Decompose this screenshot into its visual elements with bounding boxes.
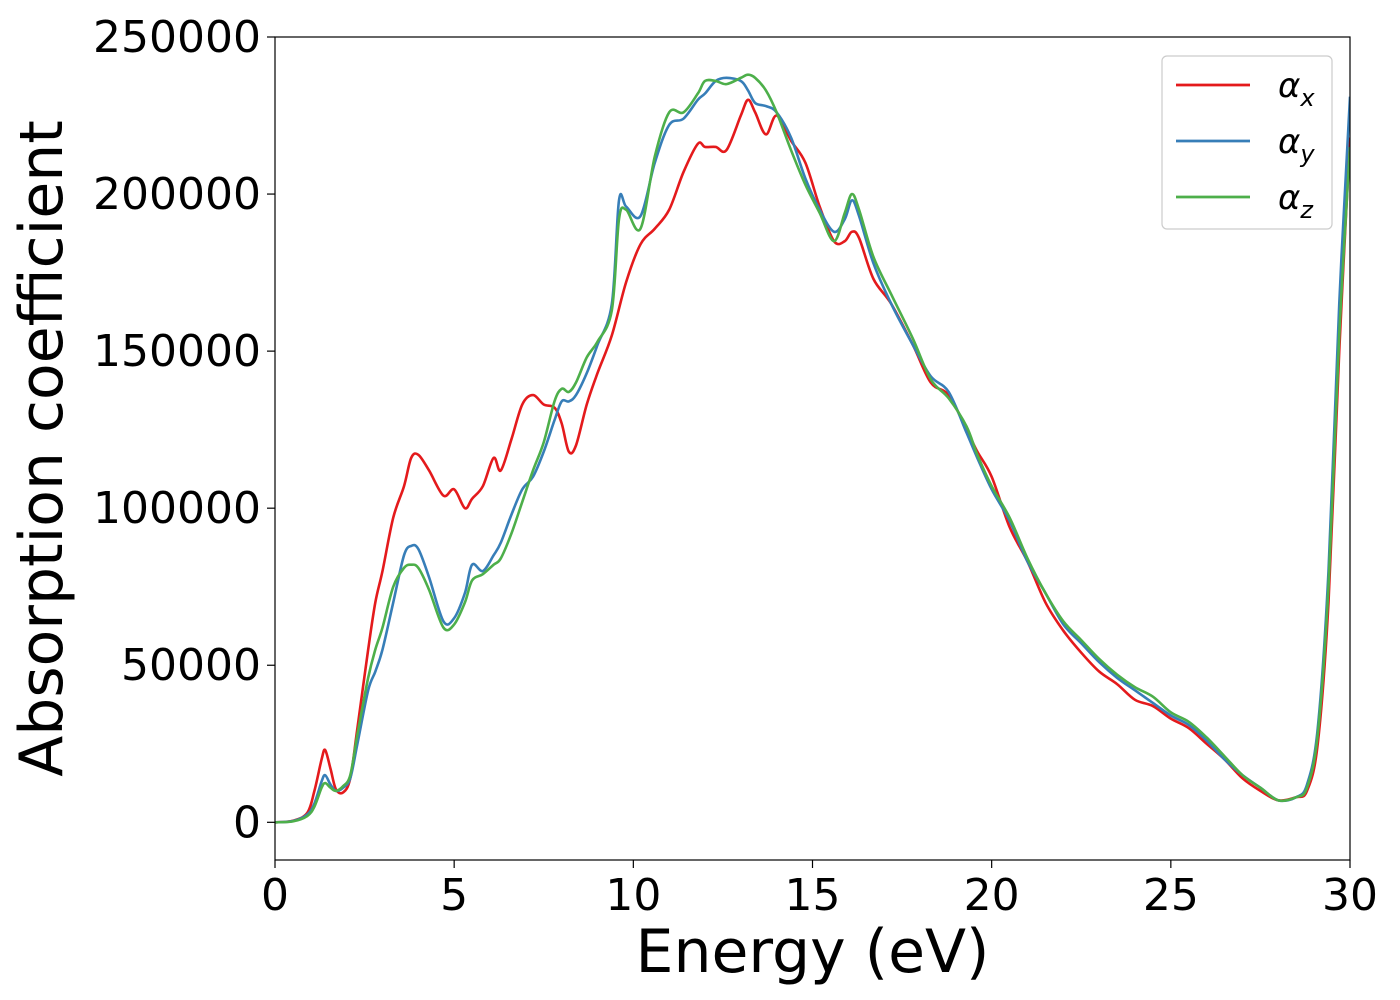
legend: αx αy αz [1161,55,1333,230]
x-tick-label: 25 [1143,870,1199,921]
y-axis-label: Absorption coefficient [7,120,77,777]
legend-label-alpha-y: αy [1278,122,1315,168]
series-line-alpha-x [275,98,1350,824]
x-axis-ticks: 0 5 10 15 20 25 30 [261,860,1378,921]
legend-label-alpha-x: αx [1278,66,1315,112]
x-tick-label: 15 [785,870,841,921]
y-tick-label: 50000 [121,640,261,691]
y-tick-label: 250000 [93,12,261,63]
x-axis-label: Energy (eV) [636,917,990,987]
x-tick-label: 10 [605,870,661,921]
y-tick-label: 150000 [93,326,261,377]
y-axis-ticks: 0 50000 100000 150000 200000 250000 [93,12,275,848]
x-tick-label: 20 [964,870,1020,921]
legend-box [1161,55,1333,230]
y-tick-label: 100000 [93,483,261,534]
x-tick-label: 5 [440,870,468,921]
series-line-alpha-z [275,73,1350,824]
x-tick-label: 0 [261,870,289,921]
legend-label-alpha-z: αz [1278,178,1314,224]
y-tick-label: 0 [233,797,261,848]
series-layer [275,73,1350,824]
y-tick-label: 200000 [93,169,261,220]
x-tick-label: 30 [1322,870,1378,921]
